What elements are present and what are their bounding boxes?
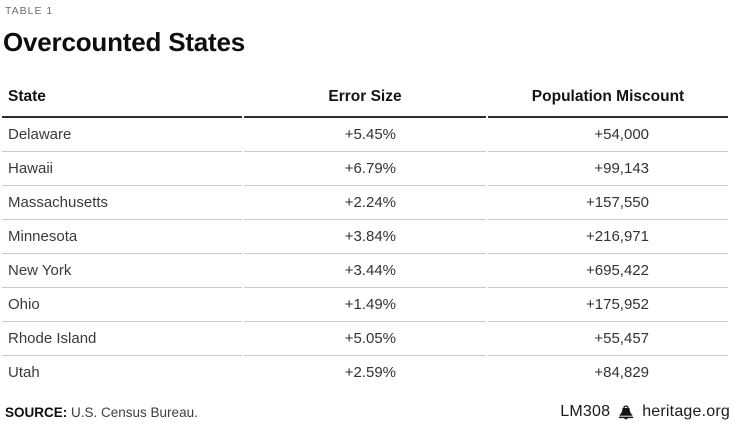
population-miscount-cell: +157,550 bbox=[488, 186, 728, 220]
error-size-cell: +5.45% bbox=[244, 118, 486, 152]
table-row: Hawaii +6.79% +99,143 bbox=[2, 152, 728, 186]
error-size-cell: +6.79% bbox=[244, 152, 486, 186]
table-row: New York +3.44% +695,422 bbox=[2, 254, 728, 288]
table-row: Delaware +5.45% +54,000 bbox=[2, 118, 728, 152]
error-size-cell: +2.59% bbox=[344, 364, 396, 381]
table-header: State Error Size Population Miscount bbox=[2, 86, 728, 118]
population-miscount-cell: +175,952 bbox=[488, 288, 728, 322]
state-cell: Massachusetts bbox=[2, 186, 242, 220]
error-size-cell: +1.49% bbox=[244, 288, 486, 322]
figure-footer: SOURCE: U.S. Census Bureau. LM308 herita… bbox=[5, 403, 730, 421]
document-code: LM308 bbox=[560, 403, 611, 420]
state-cell: Hawaii bbox=[2, 152, 242, 186]
source-text: U.S. Census Bureau. bbox=[67, 404, 198, 420]
error-size-cell: +3.84% bbox=[244, 220, 486, 254]
population-miscount-cell: +216,971 bbox=[488, 220, 728, 254]
header-row: State Error Size Population Miscount bbox=[2, 86, 728, 118]
population-miscount-cell: +84,829 bbox=[594, 364, 649, 381]
table-row: Massachusetts +2.24% +157,550 bbox=[2, 186, 728, 220]
table-row: Utah +2.59% +84,829 bbox=[2, 356, 728, 389]
brand-line: LM308 heritage.org bbox=[560, 403, 730, 421]
column-header-error-size: Error Size bbox=[244, 86, 486, 118]
column-header-state: State bbox=[2, 86, 242, 118]
state-cell: Minnesota bbox=[2, 220, 242, 254]
column-header-population-miscount: Population Miscount bbox=[488, 86, 728, 118]
state-cell: Utah bbox=[8, 364, 40, 381]
table-row: Rhode Island +5.05% +55,457 bbox=[2, 322, 728, 356]
state-cell: New York bbox=[2, 254, 242, 288]
source-note: SOURCE: U.S. Census Bureau. bbox=[5, 405, 198, 420]
table-row: Ohio +1.49% +175,952 bbox=[2, 288, 728, 322]
source-label: SOURCE: bbox=[5, 404, 68, 420]
liberty-bell-icon bbox=[617, 404, 635, 420]
table-row: Minnesota +3.84% +216,971 bbox=[2, 220, 728, 254]
error-size-cell: +5.05% bbox=[244, 322, 486, 356]
table-number-label: TABLE 1 bbox=[5, 5, 54, 17]
state-cell: Delaware bbox=[2, 118, 242, 152]
population-miscount-cell: +695,422 bbox=[488, 254, 728, 288]
error-size-cell: +2.24% bbox=[244, 186, 486, 220]
error-size-cell: +3.44% bbox=[244, 254, 486, 288]
site-name: heritage.org bbox=[642, 403, 730, 420]
population-miscount-cell: +54,000 bbox=[488, 118, 728, 152]
state-cell: Rhode Island bbox=[2, 322, 242, 356]
population-miscount-cell: +55,457 bbox=[488, 322, 728, 356]
state-cell: Ohio bbox=[2, 288, 242, 322]
population-miscount-cell: +99,143 bbox=[488, 152, 728, 186]
overcounted-states-table: State Error Size Population Miscount Del… bbox=[0, 86, 730, 389]
page-title: Overcounted States bbox=[3, 27, 246, 57]
table-body: Delaware +5.45% +54,000 Hawaii +6.79% +9… bbox=[2, 118, 728, 389]
